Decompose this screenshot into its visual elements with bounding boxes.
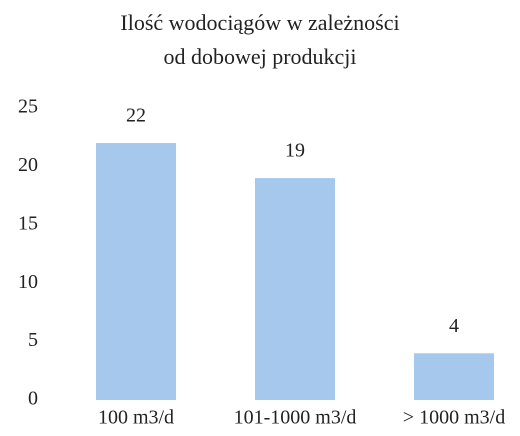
x-tick-label: > 1000 m3/d	[403, 407, 505, 429]
data-label: 22	[126, 105, 146, 127]
y-tick-label: 0	[28, 388, 38, 410]
bar	[96, 143, 176, 401]
bar	[414, 353, 494, 400]
x-tick-label: 100 m3/d	[98, 407, 174, 429]
x-tick-label: 101-1000 m3/d	[234, 407, 357, 429]
y-tick-label: 5	[28, 329, 38, 351]
data-label: 19	[285, 140, 305, 162]
y-tick-label: 25	[18, 96, 38, 118]
bar	[255, 178, 335, 400]
y-tick-label: 20	[18, 154, 38, 176]
chart-title: Ilość wodociągów w zależności od dobowej…	[120, 10, 400, 69]
data-label: 4	[449, 315, 459, 337]
y-tick-label: 10	[18, 271, 38, 293]
y-tick-label: 15	[18, 212, 38, 234]
